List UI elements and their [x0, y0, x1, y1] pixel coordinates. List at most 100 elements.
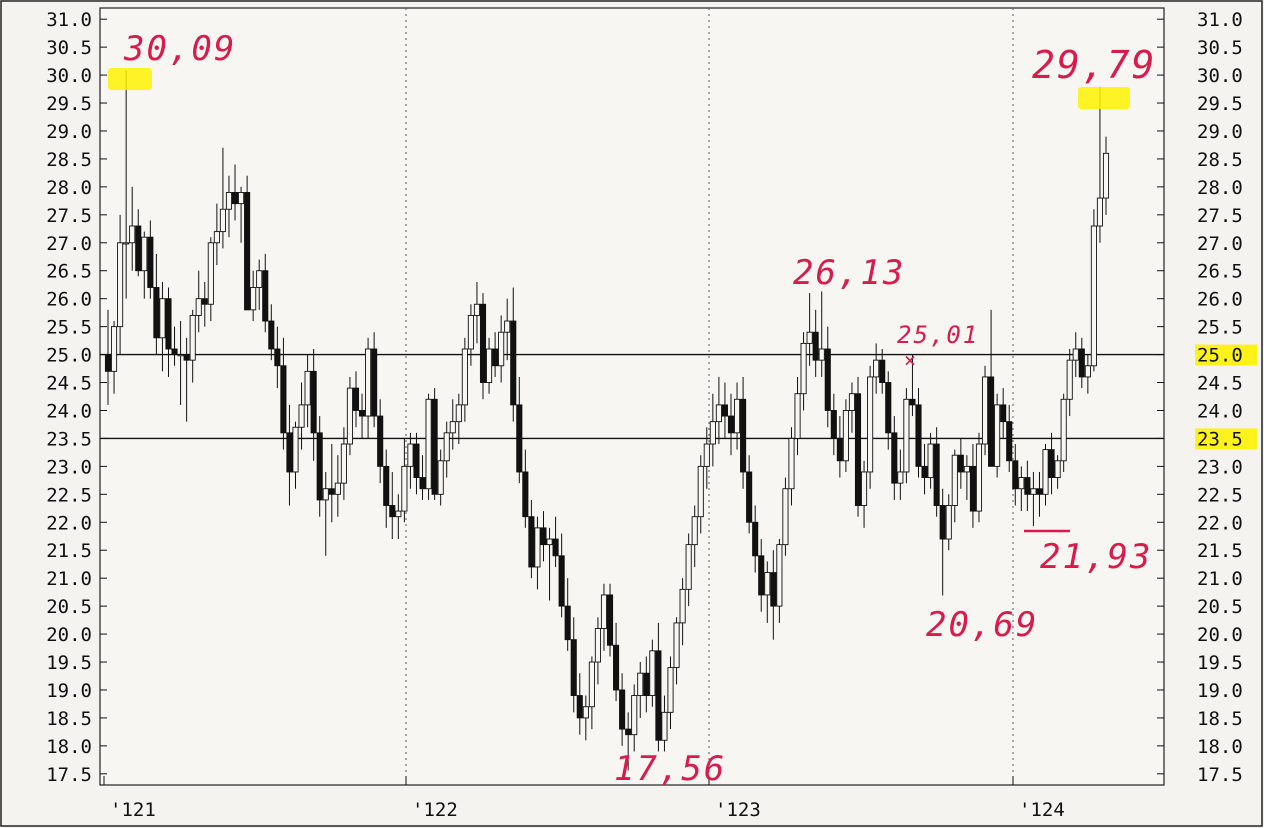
candle-body: [546, 538, 553, 546]
right-tick-label: 18.0: [1197, 736, 1243, 758]
annotation-label: 21,93: [1040, 537, 1152, 577]
x-axis: '121 '122 '123 '124: [103, 776, 1065, 821]
candle-body: [661, 711, 668, 741]
candle-body: [915, 404, 922, 467]
right-tick-label: 23.5: [1197, 428, 1243, 450]
candle-body: [153, 287, 160, 339]
candle-body: [352, 387, 360, 411]
left-tick-label: 27.5: [46, 205, 92, 227]
annotation-label: 25,01: [897, 321, 979, 349]
candle-body: [740, 398, 747, 473]
right-tick-label: 26.0: [1197, 289, 1243, 311]
candle-body: [238, 192, 245, 205]
candle-body: [1042, 449, 1049, 495]
tick-highlight: [1195, 344, 1257, 366]
left-tick-label: 27.0: [46, 233, 92, 255]
left-tick-label: 18.5: [46, 708, 92, 730]
left-tick-label: 30.5: [46, 37, 92, 59]
candle-body: [461, 348, 468, 406]
right-tick-label: 21.0: [1197, 568, 1243, 590]
candle-body: [933, 443, 940, 506]
left-tick-label: 24.0: [46, 400, 92, 422]
candle-body: [129, 225, 136, 244]
candle-body: [407, 443, 414, 467]
right-axis: 31.0 30.5 30.0 29.5 29.0 28.5 28.0 27.5 27.0 26.5…: [1157, 9, 1257, 786]
candle-body: [207, 242, 214, 305]
candle-body: [861, 471, 868, 506]
candle-body: [201, 298, 208, 305]
right-tick-label: 24.5: [1197, 373, 1243, 395]
left-tick-label: 19.0: [46, 680, 92, 702]
candle-body: [159, 298, 166, 339]
candle-body: [250, 287, 257, 311]
candle-body: [177, 354, 184, 357]
candle-body: [1090, 225, 1097, 367]
left-axis: 31.0 30.5 30.0 29.5 29.0 28.5 28.0 27.5 27.0 26.5…: [46, 9, 107, 786]
candle-body: [328, 488, 335, 495]
candle-body: [419, 477, 426, 490]
candle-body: [812, 331, 819, 361]
right-tick-label: 27.5: [1197, 205, 1243, 227]
right-tick-label: 19.5: [1197, 652, 1243, 674]
candle-body: [685, 544, 692, 590]
candle-body: [806, 331, 813, 344]
candle-body: [770, 572, 777, 607]
candle-body: [969, 465, 976, 512]
candle-body: [613, 644, 620, 691]
candle-body: [1096, 197, 1104, 227]
left-tick-label: 23.0: [46, 456, 92, 478]
candle-body: [885, 382, 892, 434]
x-tick-label: '122: [412, 799, 458, 821]
candle-body: [377, 415, 384, 467]
x-tick-label: '124: [1019, 799, 1065, 821]
candle-body: [975, 443, 983, 512]
candle-body: [110, 326, 118, 372]
candle-body: [891, 432, 898, 484]
candle-body: [673, 622, 680, 669]
tick-highlight: [1195, 428, 1257, 450]
left-tick-label: 22.0: [46, 512, 92, 534]
candle-body: [836, 437, 843, 462]
candle-body: [189, 314, 196, 361]
candles: [104, 70, 1110, 771]
right-tick-label: 26.5: [1197, 261, 1243, 283]
left-tick-label: 31.0: [46, 9, 92, 31]
candle-body: [310, 370, 317, 434]
candle-body: [280, 365, 287, 434]
right-tick-label: 22.5: [1197, 484, 1243, 506]
candle-body: [564, 605, 571, 641]
right-tick-label: 18.5: [1197, 708, 1243, 730]
candle-body: [582, 706, 589, 719]
left-tick-label: 24.5: [46, 373, 92, 395]
candle-body: [619, 689, 626, 730]
candle-body: [479, 303, 487, 383]
left-tick-label: 29.0: [46, 121, 92, 143]
annotation-label: 17,56: [614, 749, 726, 789]
candle-body: [516, 404, 523, 473]
left-tick-label: 25.0: [46, 345, 92, 367]
right-tick-label: 20.0: [1197, 624, 1243, 646]
left-tick-label: 28.5: [46, 149, 92, 171]
right-tick-label: 17.5: [1197, 764, 1243, 786]
left-tick-label: 19.5: [46, 652, 92, 674]
candle-body: [225, 192, 233, 210]
left-tick-label: 22.5: [46, 484, 92, 506]
candle-body: [292, 426, 299, 473]
candle-body: [746, 471, 753, 523]
candle-body: [437, 460, 444, 495]
candle-body: [758, 555, 765, 596]
candle-body: [649, 650, 656, 697]
candle-body: [1036, 488, 1043, 495]
candle-body: [576, 695, 583, 719]
left-tick-label: 25.5: [46, 317, 92, 339]
candle-body: [691, 516, 698, 546]
annotation-label: 20,69: [926, 605, 1038, 645]
candle-body: [703, 443, 710, 467]
candle-body: [873, 359, 880, 378]
right-tick-label: 25.0: [1197, 345, 1243, 367]
right-tick-label: 29.5: [1197, 93, 1243, 115]
candle-body: [104, 354, 112, 372]
candle-body: [304, 370, 311, 406]
candle-body: [776, 544, 783, 607]
candle-body: [1102, 152, 1110, 199]
